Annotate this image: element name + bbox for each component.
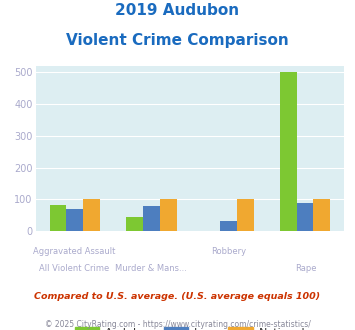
Text: Murder & Mans...: Murder & Mans...: [115, 264, 187, 273]
Bar: [83, 199, 100, 231]
Text: All Violent Crime: All Violent Crime: [39, 264, 109, 273]
Bar: [220, 221, 237, 231]
Text: Robbery: Robbery: [211, 248, 246, 256]
Text: Aggravated Assault: Aggravated Assault: [33, 248, 115, 256]
Bar: [237, 199, 253, 231]
Bar: [296, 203, 313, 231]
Text: Rape: Rape: [295, 264, 317, 273]
Text: Violent Crime Comparison: Violent Crime Comparison: [66, 33, 289, 48]
Bar: [280, 72, 296, 231]
Legend: Audubon, Iowa, National: Audubon, Iowa, National: [70, 322, 310, 330]
Bar: [50, 205, 66, 231]
Bar: [66, 210, 83, 231]
Bar: [126, 217, 143, 231]
Bar: [313, 199, 330, 231]
Text: Compared to U.S. average. (U.S. average equals 100): Compared to U.S. average. (U.S. average …: [34, 292, 321, 301]
Bar: [160, 199, 177, 231]
Text: © 2025 CityRating.com - https://www.cityrating.com/crime-statistics/: © 2025 CityRating.com - https://www.city…: [45, 320, 310, 329]
Text: 2019 Audubon: 2019 Audubon: [115, 3, 240, 18]
Bar: [143, 206, 160, 231]
